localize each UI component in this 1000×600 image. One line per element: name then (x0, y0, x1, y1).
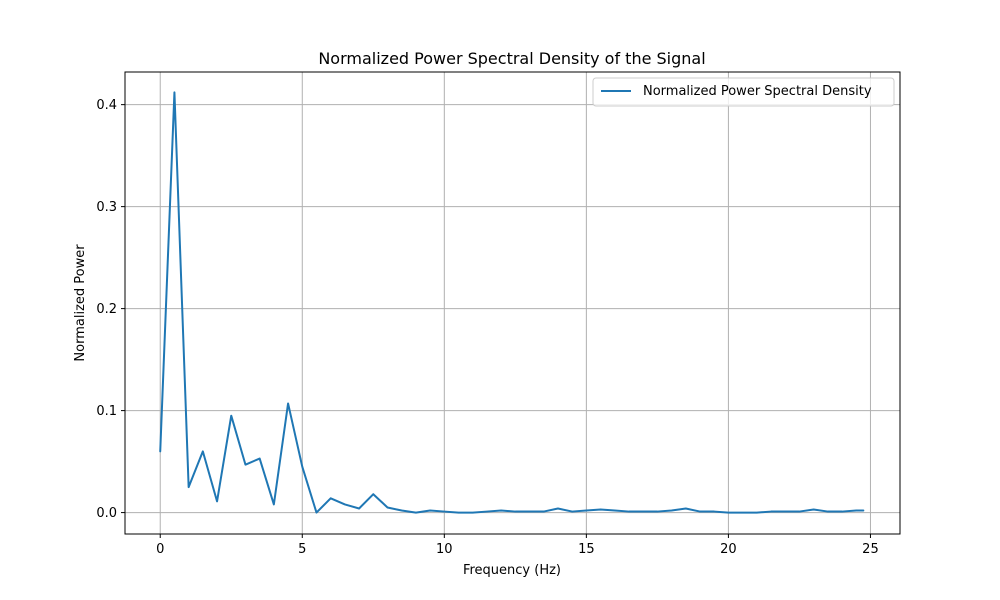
ticks: 0 5 10 15 20 25 0.0 0.1 0.2 0.3 0.4 (96, 98, 878, 557)
series-line (159, 91, 865, 514)
plot-area (125, 72, 900, 534)
x-tick-label: 0 (156, 542, 164, 557)
y-tick-label: 0.1 (96, 404, 117, 419)
axes-frame (124, 71, 901, 535)
y-tick-label: 0.3 (96, 200, 117, 215)
y-tick-label: 0.0 (96, 506, 117, 521)
legend: Normalized Power Spectral Density (592, 77, 895, 107)
series-layer (159, 91, 865, 514)
legend-label: Normalized Power Spectral Density (643, 84, 872, 99)
x-tick-label: 15 (578, 542, 595, 557)
y-axis-title: Normalized Power (73, 244, 88, 362)
chart-title: Normalized Power Spectral Density of the… (318, 49, 705, 68)
x-tick-label: 25 (862, 542, 879, 557)
x-tick-label: 20 (720, 542, 737, 557)
y-tick-label: 0.4 (96, 98, 117, 113)
legend-box (592, 77, 895, 107)
y-tick-label: 0.2 (96, 302, 117, 317)
x-tick-label: 10 (436, 542, 453, 557)
x-axis-title: Frequency (Hz) (463, 563, 561, 578)
x-tick-label: 5 (298, 542, 306, 557)
